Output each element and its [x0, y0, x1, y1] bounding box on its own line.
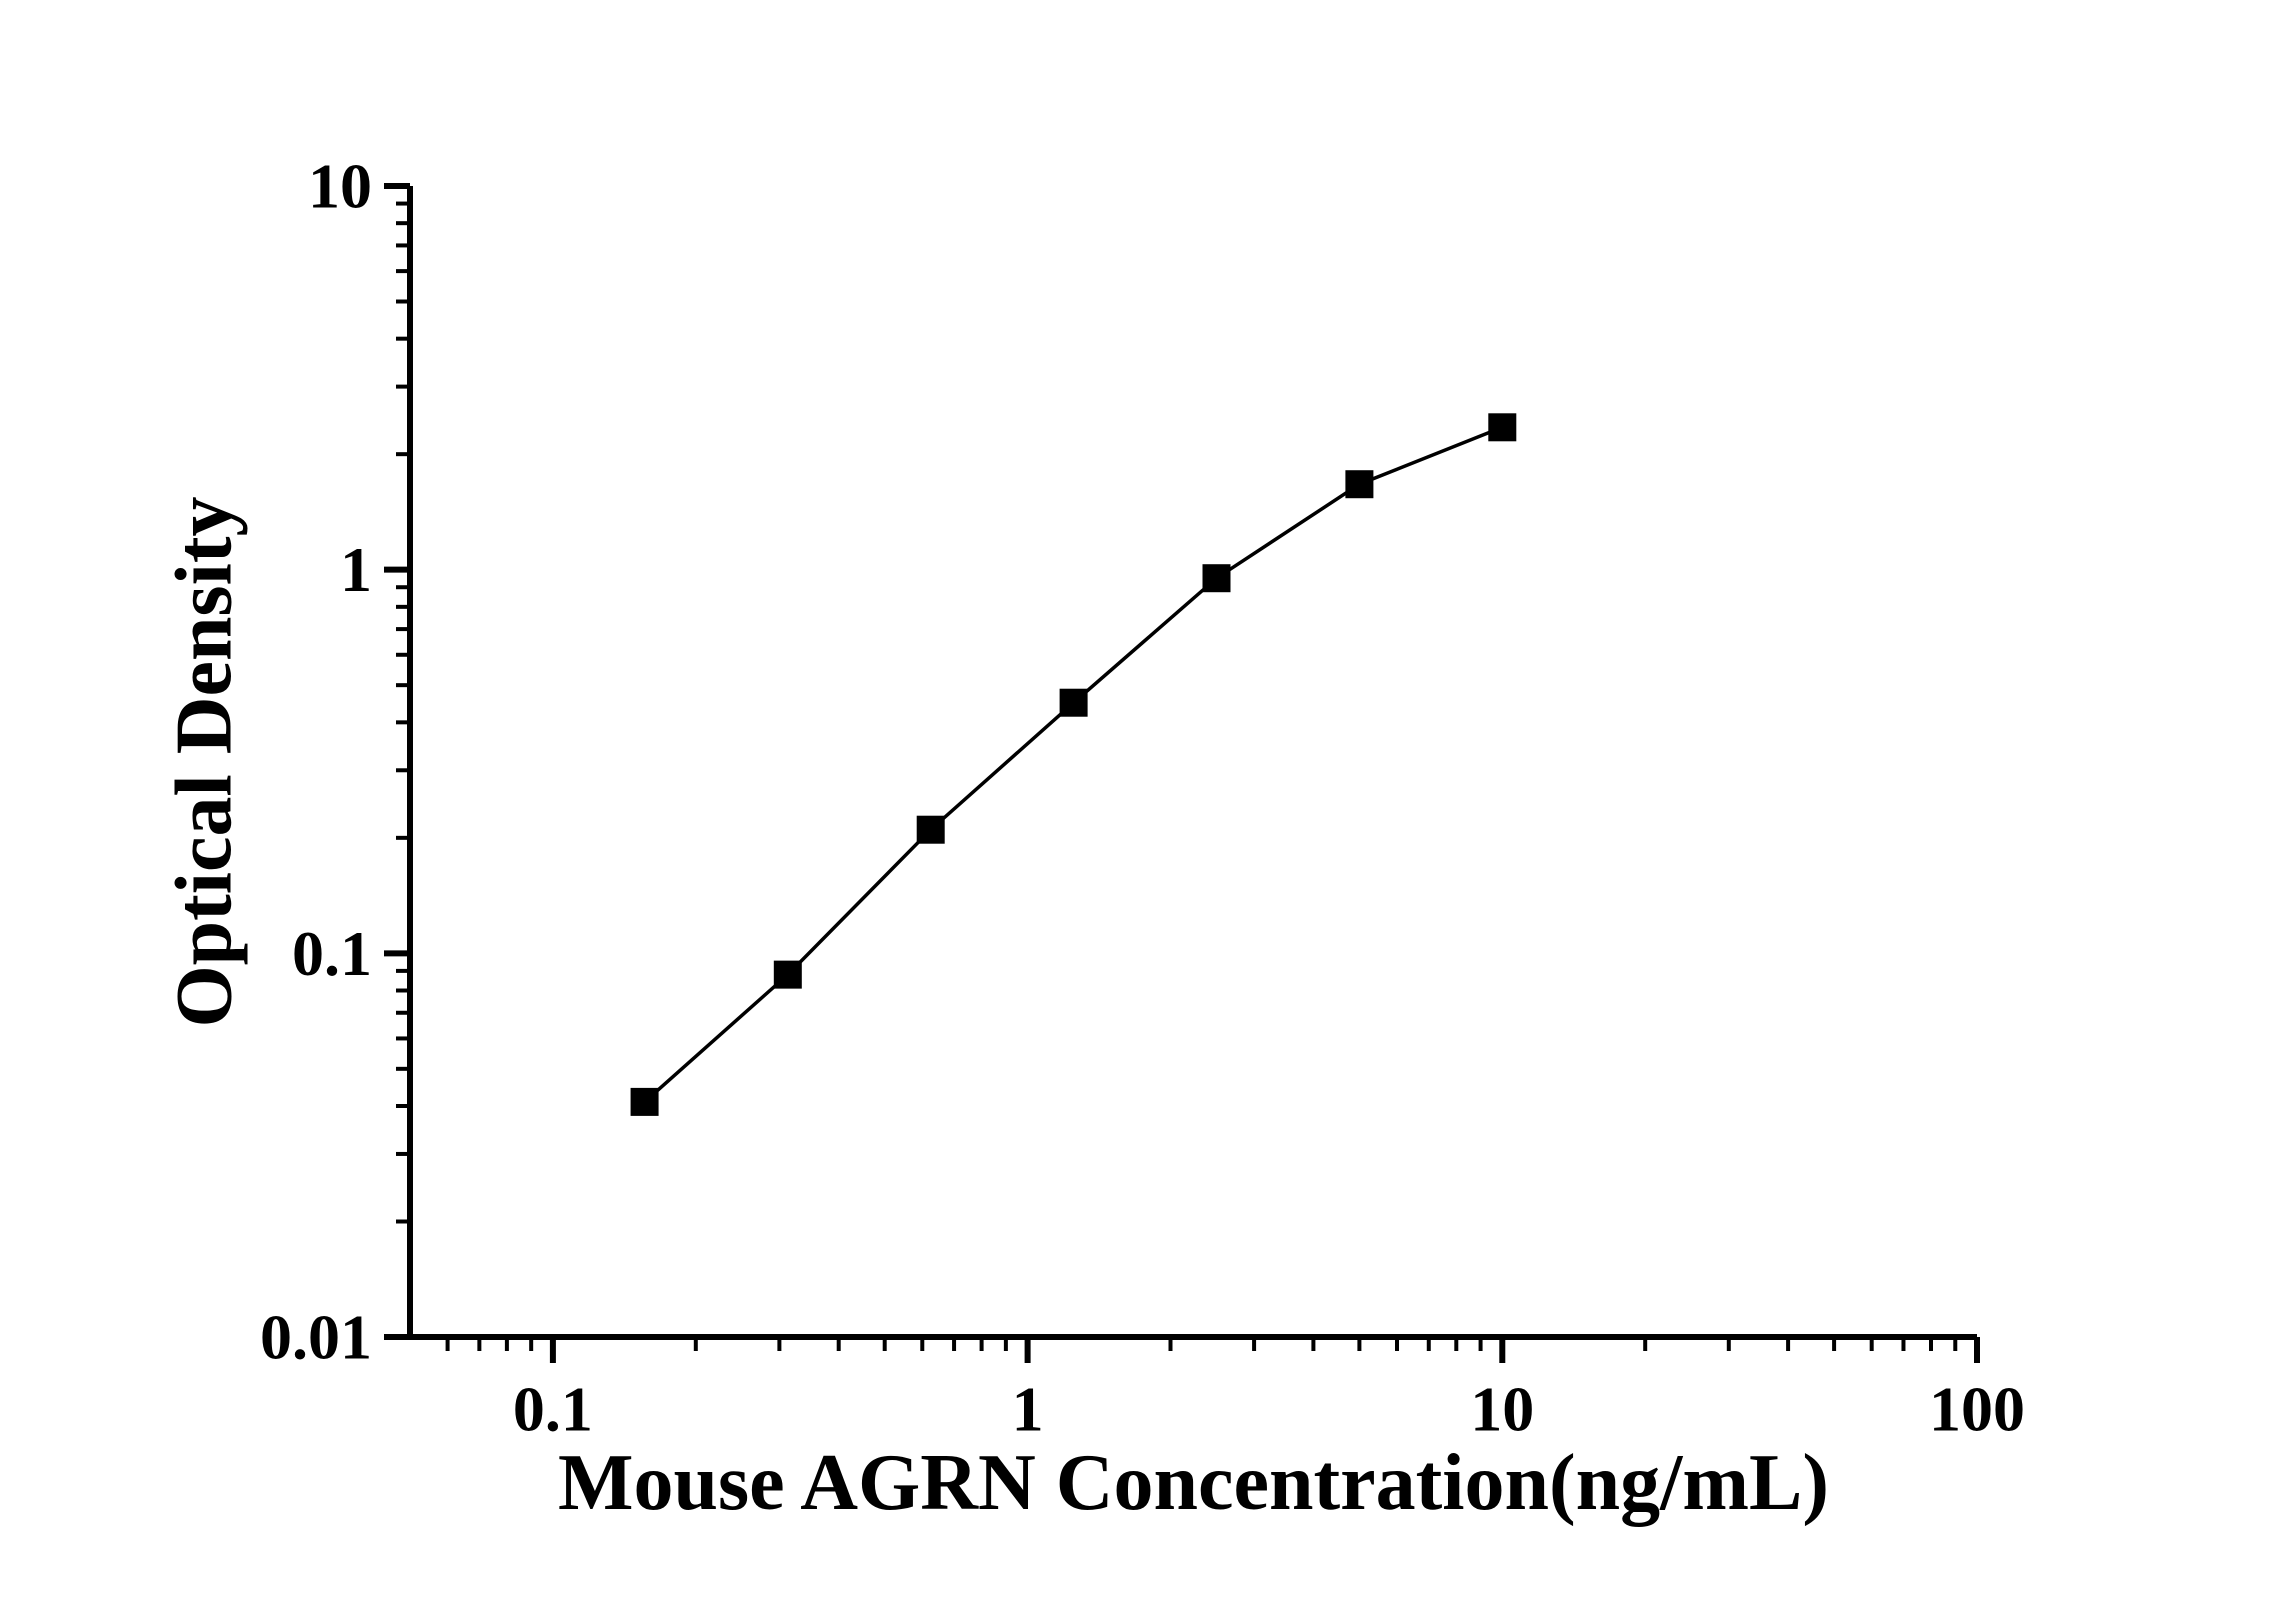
data-point-marker [1202, 564, 1231, 593]
x-tick-label: 1 [1012, 1374, 1044, 1445]
data-point-marker [1345, 470, 1374, 499]
data-point-marker [1059, 688, 1088, 717]
data-point-marker [630, 1087, 659, 1116]
x-tick-label: 10 [1470, 1374, 1534, 1445]
data-point-marker [916, 815, 945, 844]
y-tick-label: 10 [308, 151, 372, 222]
y-tick-label: 1 [340, 534, 372, 605]
data-point-marker [1488, 413, 1517, 442]
x-axis-label: Mouse AGRN Concentration(ng/mL) [557, 1439, 1830, 1527]
standard-curve-line [643, 425, 1503, 1104]
data-point-marker [773, 960, 802, 989]
y-axis-label: Optical Density [160, 496, 249, 1028]
x-tick-label: 0.1 [513, 1374, 593, 1445]
y-tick-label: 0.01 [260, 1302, 372, 1373]
x-tick-label: 100 [1929, 1374, 2025, 1445]
y-tick-label: 0.1 [292, 918, 372, 989]
